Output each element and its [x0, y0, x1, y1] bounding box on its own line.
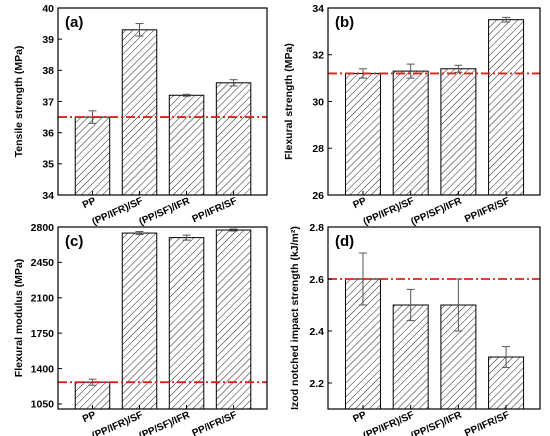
bar-2 [121, 232, 158, 410]
category-label: PP/IFR/SF [463, 196, 511, 225]
category-label: (PP/SF)/IFR [138, 409, 193, 436]
bar-2 [121, 29, 158, 196]
category-label: (PP/SF)/IFR [409, 195, 464, 228]
chart-panel-3: PP(PP/IFR)/SF(PP/SF)/IFRPP/IFR/SF1050140… [13, 222, 268, 436]
bar-3 [168, 237, 205, 410]
panel-label: (d) [335, 233, 354, 250]
bar-2 [392, 304, 429, 410]
category-label: PP/IFR/SF [191, 196, 239, 225]
y-tick-label: 34 [42, 190, 54, 202]
y-tick-label: 2.8 [309, 222, 324, 234]
category-label: PP [352, 410, 369, 426]
y-tick-label: 2450 [31, 257, 55, 269]
plot-frame [327, 7, 541, 196]
y-axis-title: Flexural modulus (MPa) [13, 259, 25, 377]
y-tick-label: 28 [312, 143, 324, 155]
bar-4 [215, 82, 252, 196]
y-axis-title: Izod notched impact strength (kJ/m²) [289, 226, 301, 410]
y-tick-label: 38 [42, 65, 54, 77]
y-tick-label: 1750 [31, 328, 55, 340]
category-label: PP [352, 196, 369, 212]
bar-1 [344, 72, 381, 196]
y-tick-label: 2.6 [309, 274, 324, 286]
category-label: PP/IFR/SF [191, 410, 239, 436]
panel-label: (a) [65, 14, 83, 31]
y-tick-label: 1050 [31, 399, 55, 411]
category-label: (PP/IFR)/SF [362, 196, 416, 228]
y-tick-label: 2.4 [309, 326, 324, 338]
category-label: PP/IFR/SF [463, 410, 511, 436]
y-tick-label: 32 [312, 50, 324, 62]
bar-4 [215, 229, 252, 410]
category-label: (PP/SF)/IFR [138, 195, 193, 228]
y-tick-label: 35 [42, 159, 54, 171]
panel-label: (b) [335, 14, 354, 31]
category-label: PP [81, 410, 98, 426]
bar-1 [74, 116, 111, 196]
y-tick-label: 39 [42, 34, 54, 46]
y-tick-label: 30 [312, 96, 324, 108]
plot-frame [57, 226, 268, 410]
bar-2 [392, 70, 429, 196]
bar-1 [74, 381, 111, 410]
y-tick-label: 2.2 [309, 378, 324, 390]
y-tick-label: 36 [42, 127, 54, 139]
y-tick-label: 34 [312, 3, 324, 15]
plot-frame [57, 7, 268, 196]
chart-panel-4: PP(PP/IFR)/SF(PP/SF)/IFR PP/IFR/SF 2.2 2.4 2… [289, 222, 541, 436]
bar-3 [440, 68, 477, 196]
category-label: (PP/SF)/IFR [409, 409, 464, 436]
category-label: (PP/IFR)/SF [91, 196, 145, 228]
y-tick-label: 2800 [31, 222, 55, 234]
y-tick-label: 40 [42, 3, 54, 15]
y-tick-label: 2100 [31, 293, 55, 305]
y-axis-title: Flexural strength (MPa) [283, 43, 295, 160]
bar-3 [168, 94, 205, 196]
y-tick-label: 1400 [31, 363, 55, 375]
chart-panel-2: PP(PP/IFR)/SF(PP/SF)/IFR PP/IFR/SF 26 28 30 3… [283, 3, 541, 228]
bar-4 [488, 19, 525, 196]
category-label: (PP/IFR)/SF [362, 410, 416, 436]
plot-frame [327, 226, 541, 410]
y-axis-title: Tensile strength (MPa) [13, 46, 25, 158]
panel-label: (c) [65, 233, 83, 250]
y-tick-label: 26 [312, 190, 324, 202]
category-label: PP [81, 196, 98, 212]
y-tick-label: 37 [42, 96, 54, 108]
